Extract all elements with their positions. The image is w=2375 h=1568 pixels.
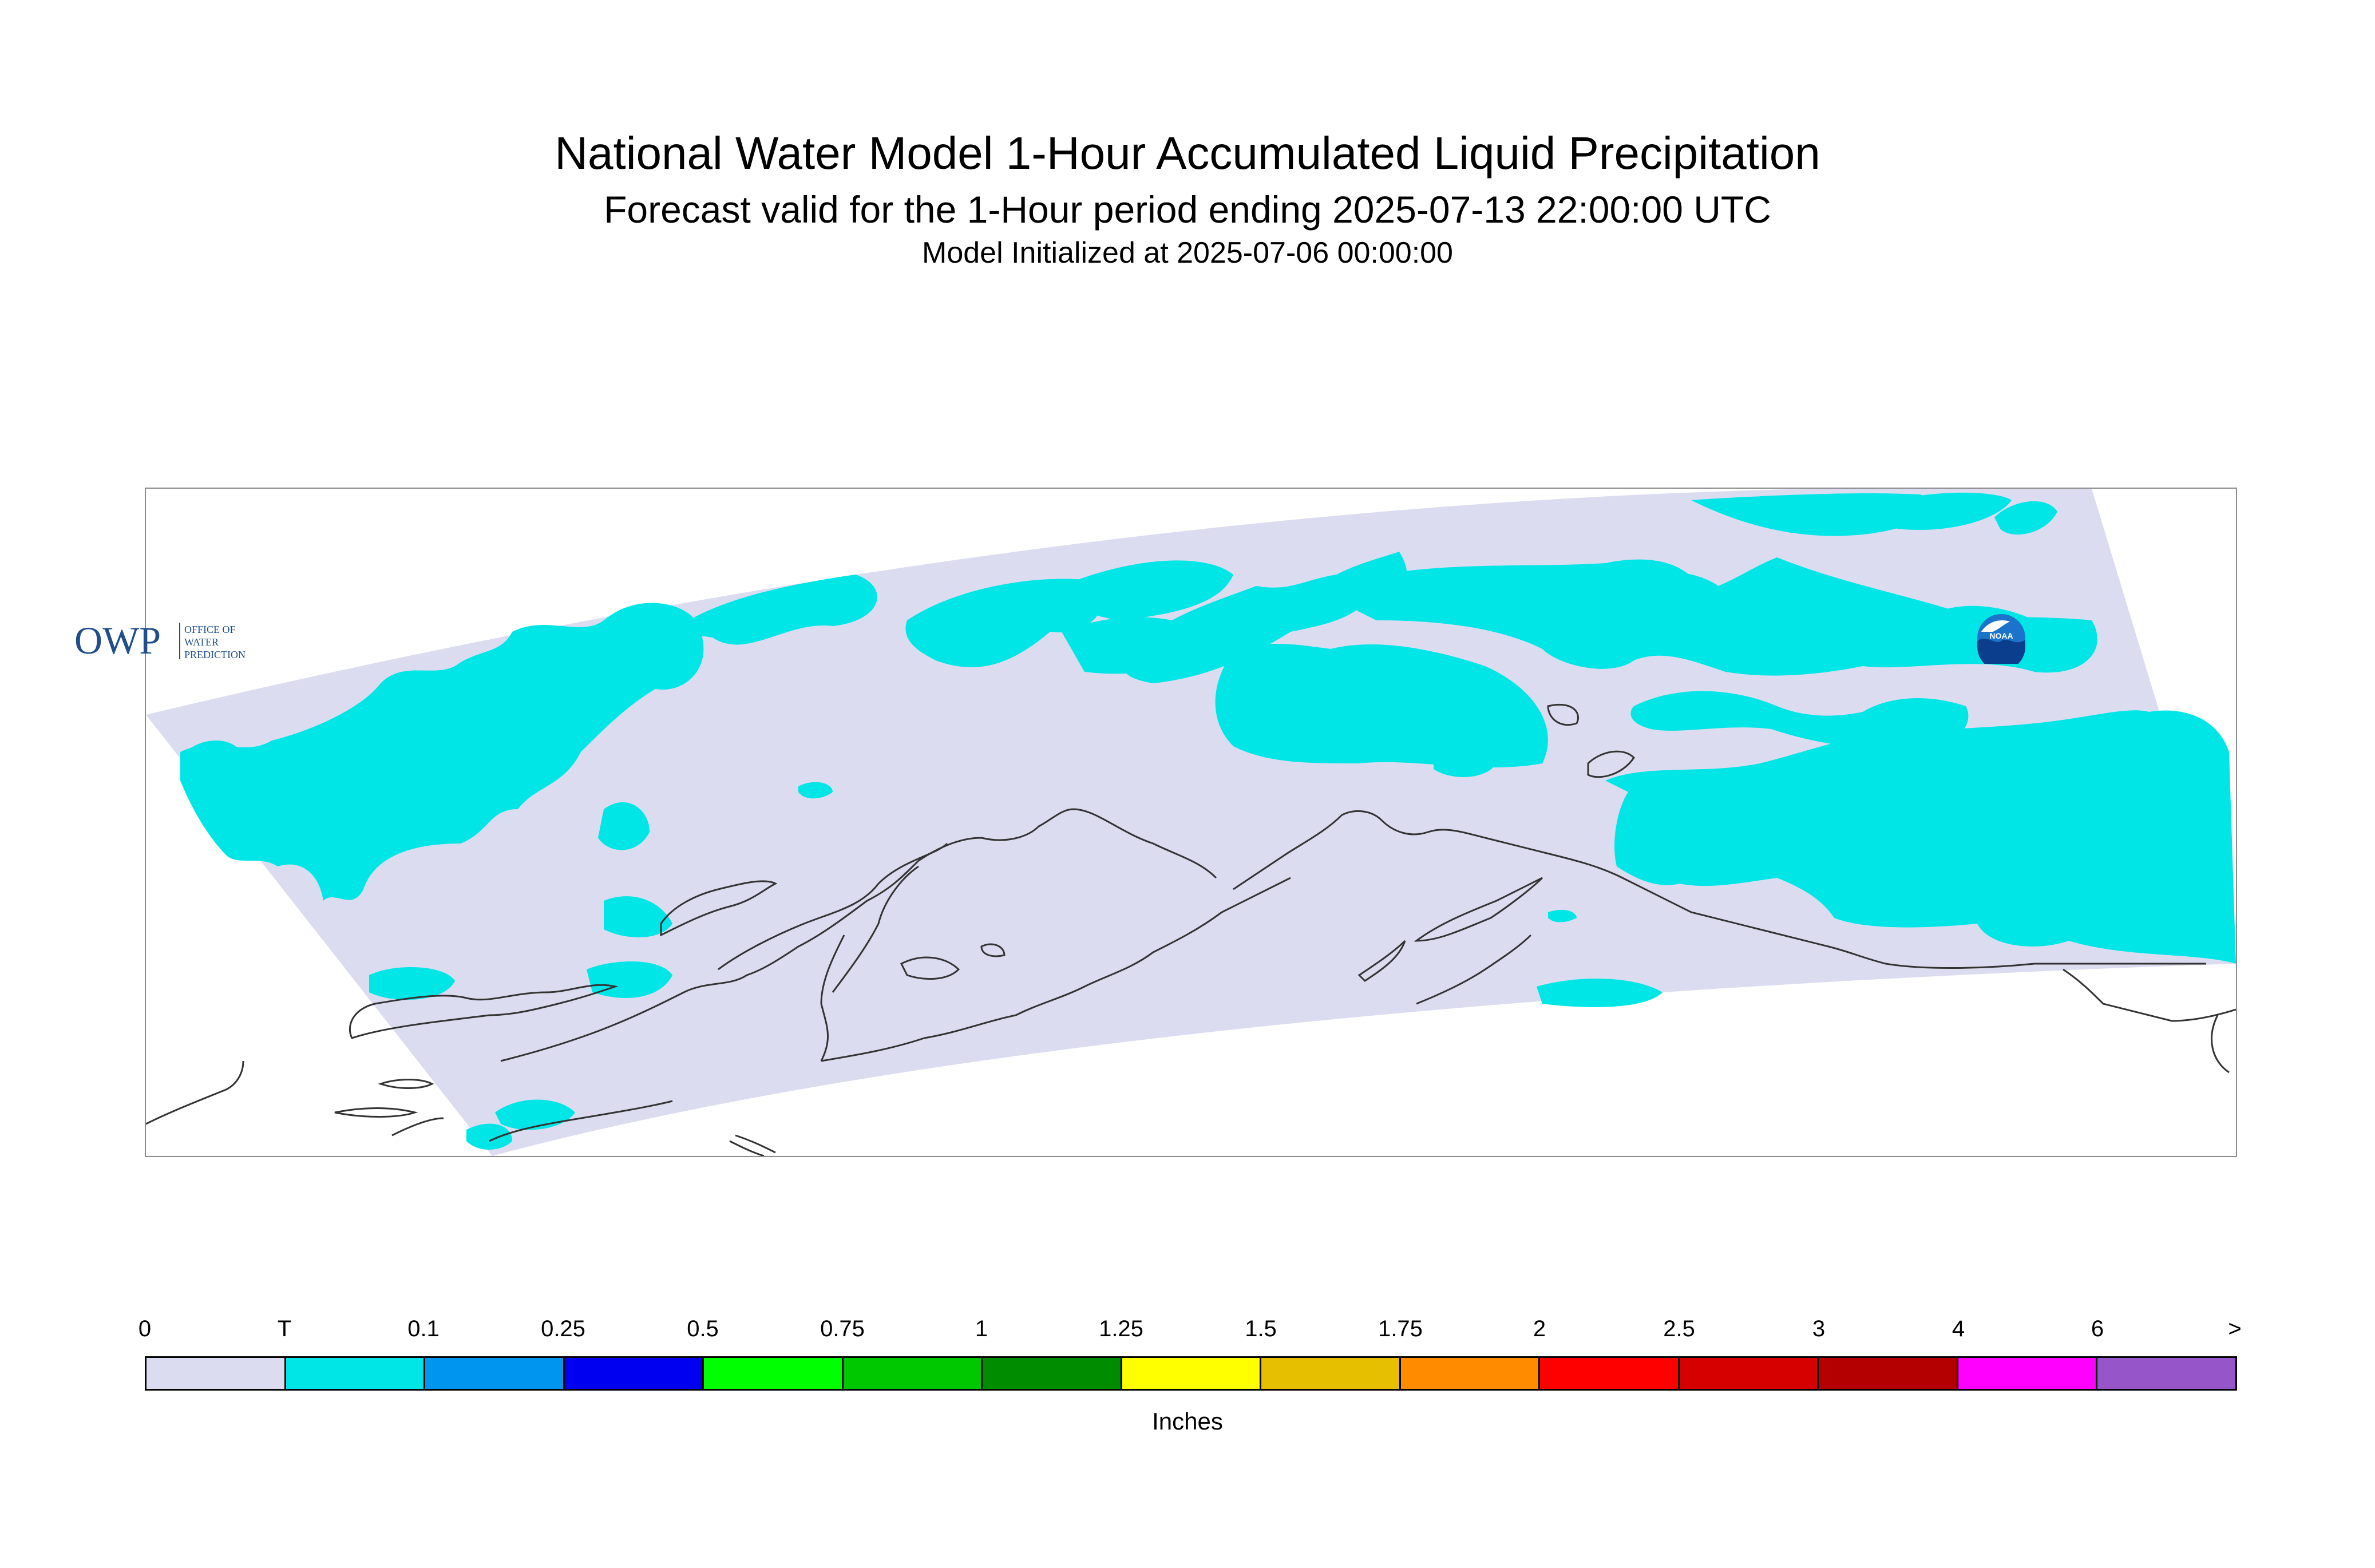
owp-logo-line-2: WATER [184,636,219,648]
legend-swatch-1 [286,1358,426,1389]
trace-precip-areas [180,492,2236,1150]
legend-swatch-3 [564,1358,704,1389]
legend-tick-label: 2 [1533,1316,1546,1341]
legend-tick-label: 1.75 [1378,1316,1423,1341]
legend-swatch-0 [147,1358,286,1389]
legend-swatch-5 [843,1358,983,1389]
legend-swatch-7 [1122,1358,1262,1389]
map-panel [145,488,2237,1157]
legend-swatch-10 [1540,1358,1680,1389]
legend-tick-label: 0.1 [407,1316,440,1341]
noaa-logo-text: NOAA [1989,631,2013,640]
legend-tick-label: 0.5 [687,1316,719,1341]
owp-logo: OWP OFFICE OF WATER PREDICTION [74,619,246,662]
legend-tick-label: 4 [1952,1316,1965,1341]
map-title: National Water Model 1-Hour Accumulated … [555,128,1820,179]
legend-tick-label: 2.5 [1663,1316,1695,1341]
legend-tick-label: 1.5 [1245,1316,1277,1341]
legend-swatch-4 [704,1358,844,1389]
legend-swatch-12 [1819,1358,1958,1389]
legend-tick-label: 0.75 [820,1316,865,1341]
legend-swatch-13 [1958,1358,2098,1389]
legend-swatch-14 [2097,1358,2235,1389]
legend-tick-label: 3 [1812,1316,1826,1341]
map-subtitle: Forecast valid for the 1-Hour period end… [604,188,1771,231]
owp-logo-letters: OWP [74,619,161,662]
legend-tick-label: 0 [138,1316,152,1341]
coastlines [146,703,2236,1156]
legend-swatch-11 [1679,1358,1819,1389]
legend-swatch-8 [1261,1358,1401,1389]
legend-swatch-2 [425,1358,565,1389]
owp-logo-line-1: OFFICE OF [184,624,236,635]
legend-tick-label: T [277,1316,292,1341]
legend-color-bar [145,1356,2237,1391]
legend-tick-label: > [2228,1316,2242,1341]
legend-tick-label: 0.25 [541,1316,585,1341]
legend-tick-label: 1 [975,1316,988,1341]
noaa-logo: NOAA [1977,614,2025,664]
legend-swatch-9 [1400,1358,1541,1389]
model-init-line: Model Initialized at 2025-07-06 00:00:00 [922,236,1453,270]
legend-tick-label: 1.25 [1099,1316,1143,1341]
precipitation-map [146,489,2236,1156]
owp-logo-line-3: PREDICTION [184,649,246,660]
legend-tick-label: 6 [2091,1316,2104,1341]
legend-units-label: Inches [1152,1408,1223,1435]
legend-swatch-6 [983,1358,1122,1389]
